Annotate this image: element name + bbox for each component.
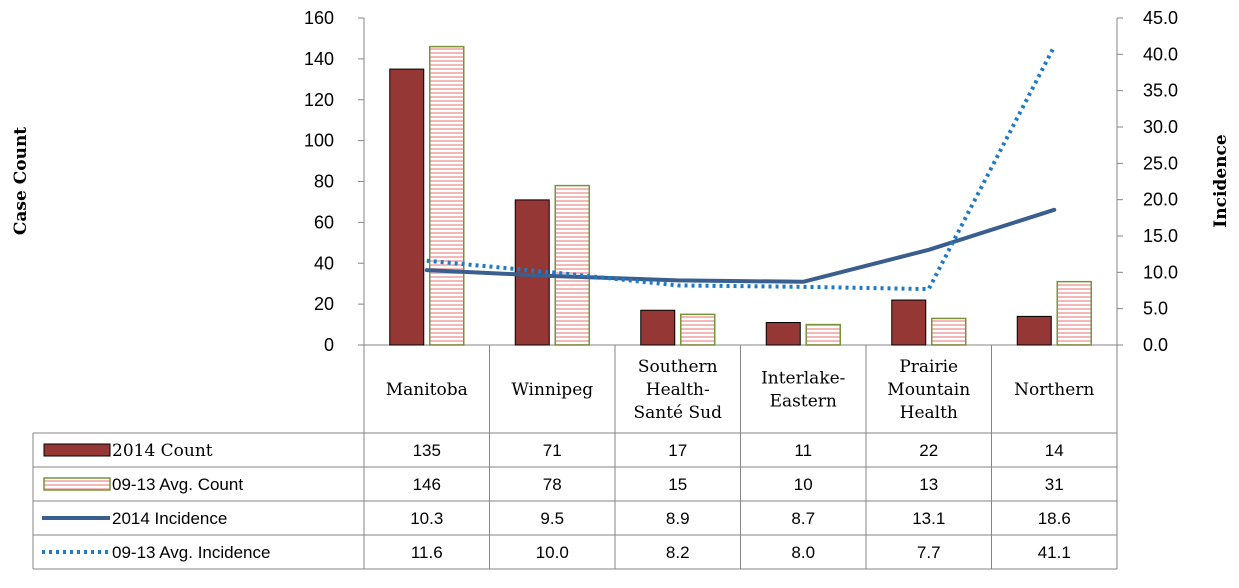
bar-0913-avg-count xyxy=(680,313,716,346)
category-label: Manitoba xyxy=(386,380,468,400)
bar-2014-count xyxy=(765,322,801,346)
category-label: Health xyxy=(900,403,958,423)
table-value: 11 xyxy=(794,441,812,460)
bar-0913-avg-count xyxy=(1056,280,1092,346)
table-value: 22 xyxy=(919,441,938,460)
table-value: 78 xyxy=(543,475,562,494)
left-axis-tick-label: 60 xyxy=(314,212,334,232)
right-axis-tick-label: 45.0 xyxy=(1143,8,1178,28)
right-axis-tick-label: 0.0 xyxy=(1143,335,1168,355)
table-value: 8.7 xyxy=(791,509,815,528)
left-axis-tick-label: 100 xyxy=(304,131,334,151)
right-axis-tick-label: 25.0 xyxy=(1143,153,1178,173)
left-axis-tick-label: 140 xyxy=(304,49,334,69)
category-label: Prairie xyxy=(899,357,958,377)
left-axis-tick-label: 160 xyxy=(304,8,334,28)
line-2014-incidence xyxy=(424,207,1057,284)
left-axis-tick-label: 80 xyxy=(314,172,334,192)
right-axis-tick-label: 15.0 xyxy=(1143,226,1178,246)
data-table: Manitoba Winnipeg Southern Health- Santé Sud… xyxy=(32,345,1118,570)
legend-label: 09-13 Avg. Incidence xyxy=(112,543,270,562)
bar-0913-avg-count xyxy=(805,323,841,346)
table-value: 15 xyxy=(668,475,687,494)
category-label: Interlake- xyxy=(761,369,845,389)
legend-key-2014-count xyxy=(43,443,111,457)
table-value: 41.1 xyxy=(1038,543,1071,562)
right-axis-tick-label: 10.0 xyxy=(1143,262,1178,282)
table-value: 14 xyxy=(1045,441,1064,460)
left-axis-tick-label: 20 xyxy=(314,294,334,314)
right-axis-title: Incidence xyxy=(1211,134,1231,228)
bar-0913-avg-count xyxy=(554,184,590,346)
bar-2014-count xyxy=(1016,315,1052,346)
table-value: 13.1 xyxy=(912,509,945,528)
table-value: 11.6 xyxy=(411,543,443,562)
table-value: 31 xyxy=(1045,475,1064,494)
category-label: Winnipeg xyxy=(511,380,593,400)
table-value: 7.7 xyxy=(917,543,941,562)
right-axis-tick-label: 40.0 xyxy=(1143,44,1178,64)
table-value: 146 xyxy=(413,475,441,494)
bar-2014-count xyxy=(891,299,927,346)
right-axis-tick-label: 35.0 xyxy=(1143,81,1178,101)
bar-0913-avg-count xyxy=(429,45,465,346)
table-value: 10.3 xyxy=(410,509,443,528)
legend-label: 2014 Count xyxy=(112,441,213,461)
right-axis-tick-label: 30.0 xyxy=(1143,117,1178,137)
table-value: 9.5 xyxy=(540,509,564,528)
table-value: 71 xyxy=(543,441,562,460)
category-label: Mountain xyxy=(887,380,970,400)
category-label: Santé Sud xyxy=(633,403,722,423)
lines xyxy=(424,45,1057,292)
legend-label: 09-13 Avg. Count xyxy=(112,475,243,494)
category-label: Northern xyxy=(1014,380,1094,400)
line-0913-avg-incidence xyxy=(426,45,1057,292)
right-axis-tick-label: 20.0 xyxy=(1143,190,1178,210)
category-label: Health- xyxy=(646,380,710,400)
axes: 0 20 40 60 80 100 120 140 160 0.0 5.0 10.0 15.0 20.0 2… xyxy=(11,8,1231,355)
table-value: 8.0 xyxy=(791,543,815,562)
table-value: 8.9 xyxy=(666,509,690,528)
table-value: 10.0 xyxy=(536,543,569,562)
right-axis-tick-label: 5.0 xyxy=(1143,299,1168,319)
bar-2014-count xyxy=(640,309,676,346)
table-value: 18.6 xyxy=(1038,509,1071,528)
bar-0913-avg-count xyxy=(931,317,967,346)
table-value: 17 xyxy=(668,441,687,460)
bars xyxy=(389,45,1092,346)
left-axis-tick-label: 120 xyxy=(304,90,334,110)
bar-2014-count xyxy=(389,68,425,346)
legend-label: 2014 Incidence xyxy=(112,509,227,528)
table-value: 13 xyxy=(919,475,938,494)
table-value: 135 xyxy=(413,441,441,460)
left-axis-title: Case Count xyxy=(11,127,31,235)
category-label: Eastern xyxy=(770,392,837,412)
legend-key-0913-avg-count xyxy=(43,477,111,491)
left-axis-tick-label: 40 xyxy=(314,253,334,273)
table-value: 10 xyxy=(794,475,813,494)
table-value: 8.2 xyxy=(666,543,690,562)
category-label: Southern xyxy=(638,357,718,377)
left-axis-tick-label: 0 xyxy=(324,335,334,355)
